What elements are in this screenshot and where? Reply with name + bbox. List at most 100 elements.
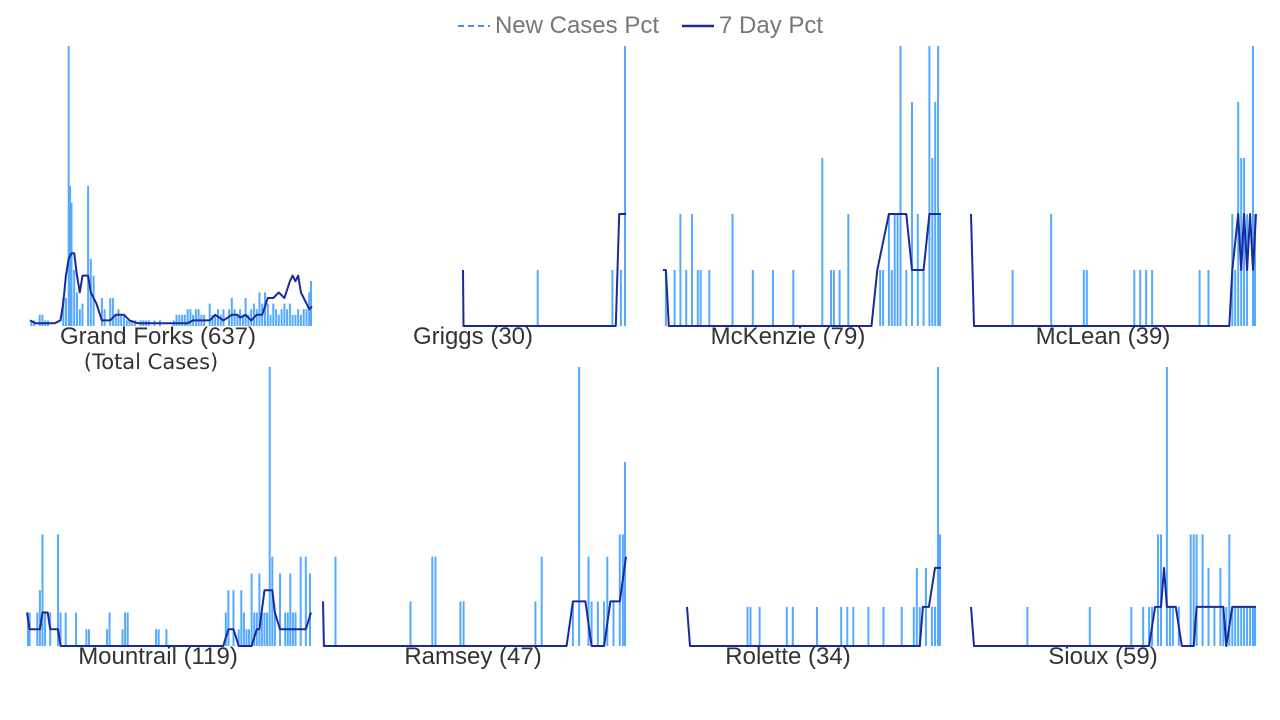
bar — [277, 314, 280, 326]
bar — [260, 612, 263, 646]
bar — [255, 309, 258, 326]
bar — [1139, 270, 1142, 326]
panel-title: Griggs (30) — [413, 323, 533, 350]
bar — [299, 556, 302, 646]
bar — [222, 309, 225, 326]
bar — [618, 534, 621, 646]
bar — [1142, 606, 1145, 646]
bar — [939, 534, 941, 646]
panel-subtitle: (Total Cases) — [84, 350, 218, 374]
bar — [247, 314, 250, 326]
bar — [1088, 606, 1091, 646]
bar — [57, 534, 59, 646]
panel-title: Rolette (34) — [725, 643, 850, 670]
bar — [273, 612, 276, 646]
bar — [304, 556, 307, 646]
bar — [1145, 270, 1148, 326]
bar — [297, 309, 300, 326]
seven-day-line — [686, 566, 941, 647]
legend: New Cases Pct 7 Day Pct — [0, 10, 1280, 42]
bar — [930, 606, 933, 646]
bar — [937, 46, 940, 326]
bar — [1249, 606, 1252, 646]
bar — [939, 270, 941, 326]
panel-7: Rolette (34) — [686, 367, 941, 670]
bar — [73, 270, 76, 326]
bar — [227, 590, 230, 646]
panel-8: Sioux (59) — [970, 367, 1256, 670]
bar — [62, 298, 65, 326]
bar — [232, 590, 235, 646]
legend-item-seven-day[interactable]: 7 Day Pct — [681, 12, 823, 40]
bar — [1026, 606, 1029, 646]
bar — [571, 601, 574, 646]
bar — [1168, 606, 1171, 646]
seven-day-line — [462, 213, 626, 327]
bar — [1243, 158, 1246, 326]
bar — [731, 214, 734, 326]
bar — [434, 556, 437, 646]
bar — [125, 320, 128, 326]
bar — [157, 629, 160, 646]
bar — [922, 270, 925, 326]
bar — [431, 556, 434, 646]
bar — [275, 309, 278, 326]
bar — [679, 214, 682, 326]
bar — [197, 309, 200, 326]
bar — [114, 314, 117, 326]
bar — [1252, 606, 1254, 646]
bar — [280, 309, 283, 326]
bar — [108, 612, 111, 646]
bar — [1254, 214, 1256, 326]
bar — [67, 46, 70, 326]
bar — [1011, 270, 1014, 326]
bar — [219, 314, 222, 326]
bar — [578, 367, 581, 646]
bar — [64, 298, 67, 326]
bar — [87, 186, 90, 326]
bar — [1165, 367, 1168, 646]
legend-item-new-cases[interactable]: New Cases Pct — [457, 12, 659, 40]
panel-1: Grand Forks (637)(Total Cases) — [29, 46, 313, 374]
bar — [279, 573, 281, 646]
bar — [175, 314, 178, 326]
bar — [1160, 534, 1162, 646]
bar — [1240, 158, 1243, 326]
panel-4: McLean (39) — [970, 46, 1257, 350]
bar — [540, 556, 543, 646]
bar — [758, 606, 761, 646]
bar — [155, 629, 158, 646]
bar — [266, 303, 269, 326]
bar — [896, 214, 899, 326]
bar — [890, 270, 893, 326]
bar — [1192, 534, 1195, 646]
bar — [1189, 534, 1192, 646]
bar — [912, 606, 915, 646]
bar — [1082, 270, 1085, 326]
bar — [821, 158, 824, 326]
bar — [126, 612, 129, 646]
bar — [1243, 606, 1246, 646]
bar — [882, 606, 885, 646]
bar — [1201, 534, 1204, 646]
panel-5: Mountrail (119) — [26, 367, 312, 670]
bar — [85, 629, 88, 646]
bar — [111, 298, 114, 326]
bar — [838, 270, 841, 326]
bar — [103, 309, 106, 326]
bar — [624, 270, 626, 326]
panel-3: McKenzie (79) — [663, 46, 941, 350]
bar — [1213, 606, 1216, 646]
seven-day-line — [970, 566, 1256, 647]
bar — [248, 629, 250, 646]
bar — [1198, 270, 1201, 326]
bar — [266, 612, 269, 646]
bar — [882, 270, 885, 326]
legend-label-seven-day: 7 Day Pct — [719, 12, 824, 39]
bar — [286, 309, 289, 326]
dashed-line-icon — [457, 25, 490, 27]
bar — [299, 314, 302, 326]
bar — [241, 314, 244, 326]
bar — [263, 612, 266, 646]
